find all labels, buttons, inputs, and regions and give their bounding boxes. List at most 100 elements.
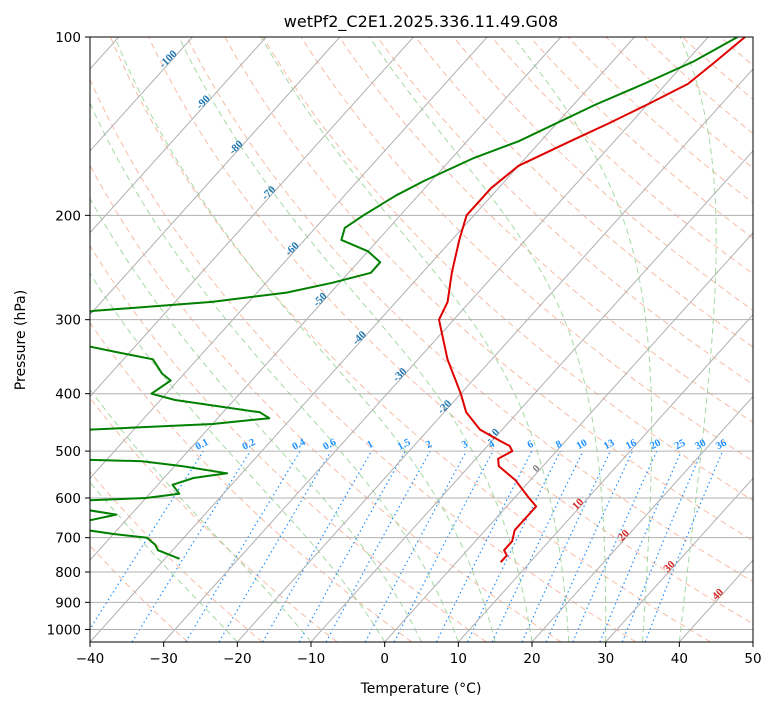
x-tick-label: −20 bbox=[223, 651, 252, 667]
mixing-ratio-line bbox=[185, 450, 301, 642]
mixing-ratio-line bbox=[621, 450, 703, 642]
moist-adiabat-line bbox=[678, 37, 717, 642]
dry-adiabat-line bbox=[90, 471, 263, 642]
isotherm-line bbox=[90, 37, 267, 234]
mixing-ratio-line bbox=[218, 450, 332, 642]
y-tick-label: 600 bbox=[55, 491, 81, 507]
mixing-ratio-label: 0.4 bbox=[291, 437, 308, 453]
isotherm-label: -10 bbox=[483, 426, 502, 445]
mixing-ratio-label: 0.1 bbox=[194, 437, 211, 453]
moist-adiabat-line bbox=[368, 37, 607, 642]
dry-adiabat-line bbox=[682, 37, 753, 100]
mixing-ratio-line bbox=[644, 450, 724, 642]
x-tick-label: −40 bbox=[76, 651, 105, 667]
mixing-ratio-label: 30 bbox=[694, 438, 708, 453]
dry-adiabat-line bbox=[643, 37, 753, 135]
x-tick-label: −30 bbox=[149, 651, 178, 667]
mixing-ratio-label: 0.2 bbox=[241, 437, 258, 453]
mixing-ratio-label: 16 bbox=[624, 438, 638, 453]
grid-lines bbox=[90, 37, 753, 642]
dry-adiabat-line bbox=[90, 244, 487, 642]
mixing-ratio-line bbox=[521, 450, 611, 642]
y-tick-label: 800 bbox=[55, 565, 81, 581]
moist-adiabat-line bbox=[260, 37, 570, 642]
mixing-ratio-line bbox=[491, 450, 584, 642]
isotherm-label: -50 bbox=[311, 290, 330, 309]
isotherm-label: -100 bbox=[157, 48, 180, 71]
dry-adiabat-line bbox=[148, 37, 753, 625]
isotherm-line bbox=[752, 641, 753, 642]
mixing-ratio-label: 1.5 bbox=[396, 437, 413, 453]
mixing-ratio-label: 13 bbox=[602, 438, 616, 453]
y-tick-label: 700 bbox=[55, 531, 81, 547]
isotherm-line bbox=[90, 37, 341, 316]
dry-adiabat-line bbox=[759, 37, 775, 642]
temperature-profile-line bbox=[438, 37, 746, 563]
y-tick-label: 400 bbox=[55, 387, 81, 403]
mixing-ratio-lines bbox=[90, 450, 724, 642]
moist-adiabat-line bbox=[90, 272, 386, 642]
dry-adiabat-line bbox=[90, 397, 338, 642]
mixing-ratio-label: 6 bbox=[526, 439, 536, 451]
mixing-ratio-label: 3 bbox=[460, 439, 470, 451]
mixing-ratio-label: 4 bbox=[487, 438, 497, 451]
y-tick-label: 1000 bbox=[47, 622, 81, 638]
isotherm-label: -20 bbox=[435, 397, 454, 416]
x-tick-label: 10 bbox=[450, 651, 467, 667]
mixing-ratio-line bbox=[364, 450, 467, 642]
dry-adiabat-line bbox=[491, 37, 753, 275]
x-axis-label: Temperature (°C) bbox=[360, 681, 482, 697]
dry-adiabats bbox=[90, 37, 775, 642]
mixing-ratio-line bbox=[572, 450, 658, 642]
isotherm-line bbox=[90, 37, 414, 398]
dry-adiabat-line bbox=[224, 37, 753, 542]
x-tick-label: 50 bbox=[744, 651, 761, 667]
dry-adiabat-line bbox=[529, 37, 753, 239]
moist-adiabat-line bbox=[114, 37, 496, 642]
isotherm-line bbox=[457, 313, 753, 642]
mixing-ratio-label: 8 bbox=[554, 439, 564, 451]
mixing-ratio-line bbox=[325, 450, 431, 642]
x-tick-label: 20 bbox=[523, 651, 540, 667]
dry-adiabat-line bbox=[415, 37, 753, 348]
isotherm-line bbox=[236, 68, 753, 642]
y-tick-label: 200 bbox=[55, 208, 81, 224]
mixing-ratio-label: 20 bbox=[648, 438, 662, 453]
mixing-ratio-label: 0.6 bbox=[321, 437, 338, 453]
dry-adiabat-line bbox=[109, 37, 711, 642]
moist-adiabats bbox=[90, 37, 717, 642]
y-axis-ticks: 100 200 300 400 500 600 700 800 900 1000 bbox=[47, 30, 90, 638]
isotherm-line bbox=[678, 559, 753, 642]
mixing-ratio-line bbox=[599, 450, 682, 642]
dry-adiabat-line bbox=[338, 37, 753, 424]
isotherm-line bbox=[90, 37, 635, 642]
dry-adiabat-line bbox=[605, 37, 753, 169]
y-tick-label: 500 bbox=[55, 444, 81, 460]
mixing-ratio-line bbox=[262, 450, 373, 642]
profile-series bbox=[90, 37, 746, 563]
x-tick-label: 40 bbox=[671, 651, 688, 667]
isotherm-label: -40 bbox=[350, 328, 369, 347]
mixing-ratio-label: 2 bbox=[424, 439, 434, 451]
moist-adiabat-line bbox=[90, 481, 238, 642]
mixing-ratio-line bbox=[393, 450, 494, 642]
x-tick-label: 30 bbox=[597, 651, 614, 667]
moist-adiabat-line bbox=[90, 101, 459, 642]
isotherm-label: -70 bbox=[259, 183, 278, 202]
y-tick-label: 300 bbox=[55, 313, 81, 329]
mixing-ratio-line bbox=[90, 450, 204, 631]
x-tick-label: 0 bbox=[380, 651, 389, 667]
isotherm-line bbox=[90, 37, 193, 152]
mixing-ratio-line bbox=[466, 450, 561, 642]
mixing-ratio-label: 36 bbox=[714, 438, 728, 453]
dry-adiabat-line bbox=[90, 164, 562, 642]
dry-adiabat-line bbox=[262, 37, 753, 502]
isotherm-line bbox=[605, 477, 753, 642]
dry-adiabat-line bbox=[90, 78, 637, 642]
isotherm-label: -80 bbox=[227, 138, 246, 157]
mixing-ratio-line bbox=[131, 450, 251, 642]
x-axis-ticks: −40 −30 −20 −10 0 10 20 30 40 50 bbox=[76, 642, 762, 667]
dry-adiabat-line bbox=[720, 37, 753, 67]
isotherm-line bbox=[90, 37, 488, 480]
